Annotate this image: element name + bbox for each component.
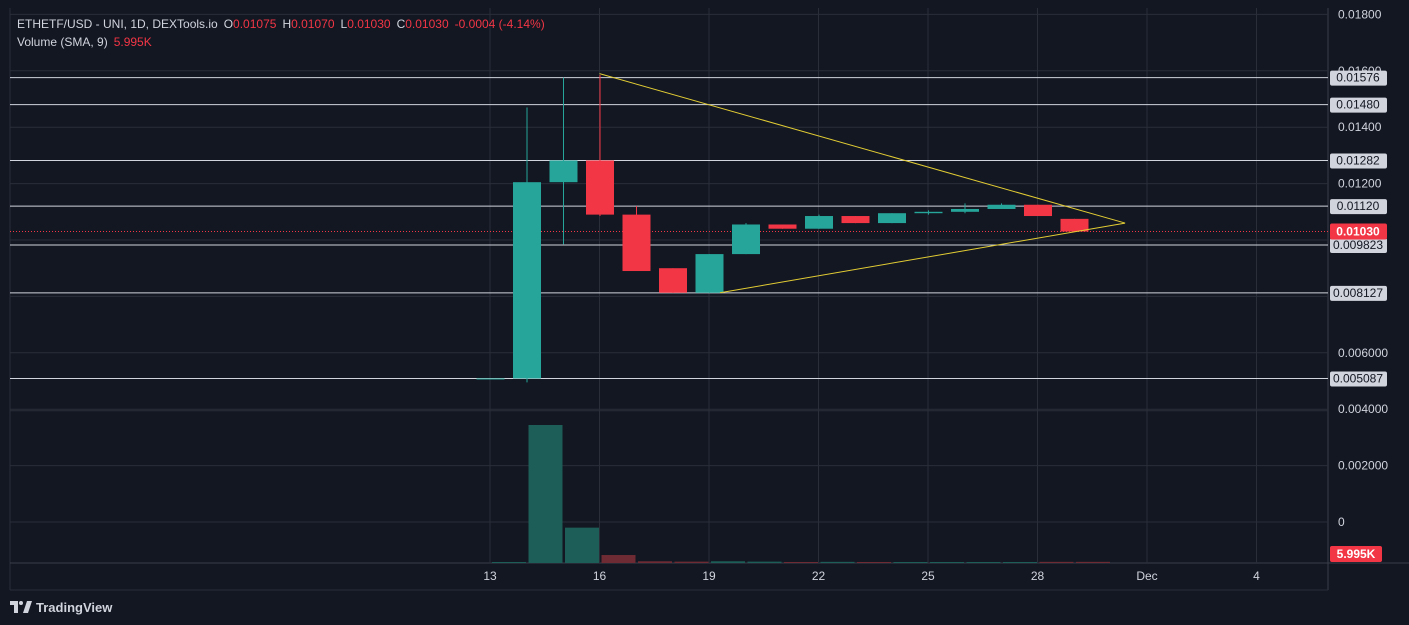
volume-bar — [893, 562, 928, 563]
high-label: H — [282, 17, 292, 31]
price-level-badge-label: 0.01480 — [1336, 98, 1380, 112]
x-tick-label: 28 — [1031, 569, 1045, 583]
trendline[interactable] — [599, 73, 1126, 224]
price-level-badge — [1330, 70, 1387, 86]
volume-bar — [674, 561, 709, 563]
volume-bar — [711, 561, 745, 563]
candle-down[interactable] — [659, 268, 687, 293]
volume-bar — [638, 561, 672, 563]
x-tick-label: 16 — [593, 569, 607, 583]
price-level-badge-label: 0.01282 — [1336, 153, 1380, 167]
volume-bar — [820, 561, 855, 563]
volume-legend: Volume (SMA, 9) 5.995K — [17, 35, 158, 49]
volume-bar — [492, 562, 526, 563]
price-level-badge-label: 0.008127 — [1333, 286, 1383, 300]
candle-down[interactable] — [841, 216, 870, 224]
volume-bar — [747, 561, 782, 563]
candle-down[interactable] — [622, 214, 651, 272]
x-tick-label: 13 — [483, 569, 497, 583]
price-level-badge-label: 0.01576 — [1336, 71, 1380, 85]
y-tick-label: 0.01200 — [1338, 177, 1382, 191]
y-tick-label: 0 — [1338, 515, 1345, 529]
close-value: 0.01030 — [405, 17, 449, 31]
x-tick-label: 22 — [812, 569, 826, 583]
volume-indicator-value: 5.995K — [113, 35, 152, 49]
volume-bar — [601, 555, 636, 563]
candle-up[interactable] — [549, 160, 578, 183]
candle-down[interactable] — [768, 224, 797, 229]
current-price-badge-label: 0.01030 — [1336, 225, 1380, 239]
y-tick-label: 0.01800 — [1338, 7, 1382, 21]
close-label: C — [396, 17, 406, 31]
y-tick-label: 0.01400 — [1338, 120, 1382, 134]
open-label: O — [223, 17, 234, 31]
y-tick-label: 0.006000 — [1338, 346, 1388, 360]
candle-up[interactable] — [951, 208, 979, 212]
volume-bar — [1076, 561, 1110, 563]
volume-bar — [1003, 562, 1037, 563]
high-value: 0.01070 — [291, 17, 335, 31]
x-tick-label: 4 — [1253, 569, 1260, 583]
low-label: L — [340, 17, 348, 31]
candle-up[interactable] — [878, 213, 906, 224]
trendline[interactable] — [719, 222, 1126, 294]
price-level-badge — [1330, 371, 1387, 387]
candle-down[interactable] — [1060, 218, 1089, 232]
volume-bar — [784, 562, 818, 563]
price-level-badge-label: 0.005087 — [1333, 372, 1383, 386]
volume-badge-label: 5.995K — [1337, 547, 1376, 561]
x-tick-label: 19 — [702, 569, 716, 583]
current-price-badge — [1330, 223, 1387, 240]
x-tick-label: 25 — [921, 569, 935, 583]
candle-up[interactable] — [987, 204, 1016, 209]
y-tick-label: 0.004000 — [1338, 402, 1388, 416]
tradingview-logo[interactable]: TradingView — [10, 599, 112, 615]
volume-bar — [528, 425, 563, 563]
volume-bar — [857, 562, 891, 563]
price-level-badge — [1330, 153, 1387, 169]
price-level-badge — [1330, 97, 1387, 113]
price-level-badge — [1330, 237, 1387, 253]
candle-up[interactable] — [695, 254, 724, 293]
x-tick-label: Dec — [1136, 569, 1157, 583]
low-value: 0.01030 — [347, 17, 391, 31]
tradingview-logo-text: TradingView — [36, 599, 113, 615]
candle-down[interactable] — [586, 160, 614, 215]
volume-bar — [966, 562, 1001, 563]
price-level-badge-label: 0.01120 — [1337, 199, 1380, 213]
symbol-title[interactable]: ETHETF/USD - UNI, 1D, DEXTools.io — [17, 17, 218, 31]
y-tick-label: 0.002000 — [1338, 459, 1388, 473]
volume-bar — [930, 562, 964, 563]
ohlc-legend: ETHETF/USD - UNI, 1D, DEXTools.io O0.0107… — [17, 17, 551, 31]
change-value: -0.0004 (-4.14%) — [454, 17, 545, 31]
candle-up[interactable] — [513, 182, 541, 379]
volume-indicator-label[interactable]: Volume (SMA, 9) — [17, 35, 108, 49]
price-level-badge — [1330, 199, 1387, 215]
candle-up[interactable] — [732, 224, 760, 255]
volume-bar — [1039, 561, 1074, 563]
open-value: 0.01075 — [233, 17, 277, 31]
price-level-badge-label: 0.009823 — [1333, 238, 1383, 252]
tradingview-logo-icon — [10, 601, 32, 613]
candle-up[interactable] — [476, 378, 505, 380]
candle-up[interactable] — [914, 211, 943, 214]
price-level-badge — [1330, 285, 1387, 301]
candle-down[interactable] — [1024, 204, 1052, 217]
volume-bar — [565, 527, 599, 563]
volume-badge — [1330, 546, 1382, 562]
candle-up[interactable] — [805, 216, 833, 229]
